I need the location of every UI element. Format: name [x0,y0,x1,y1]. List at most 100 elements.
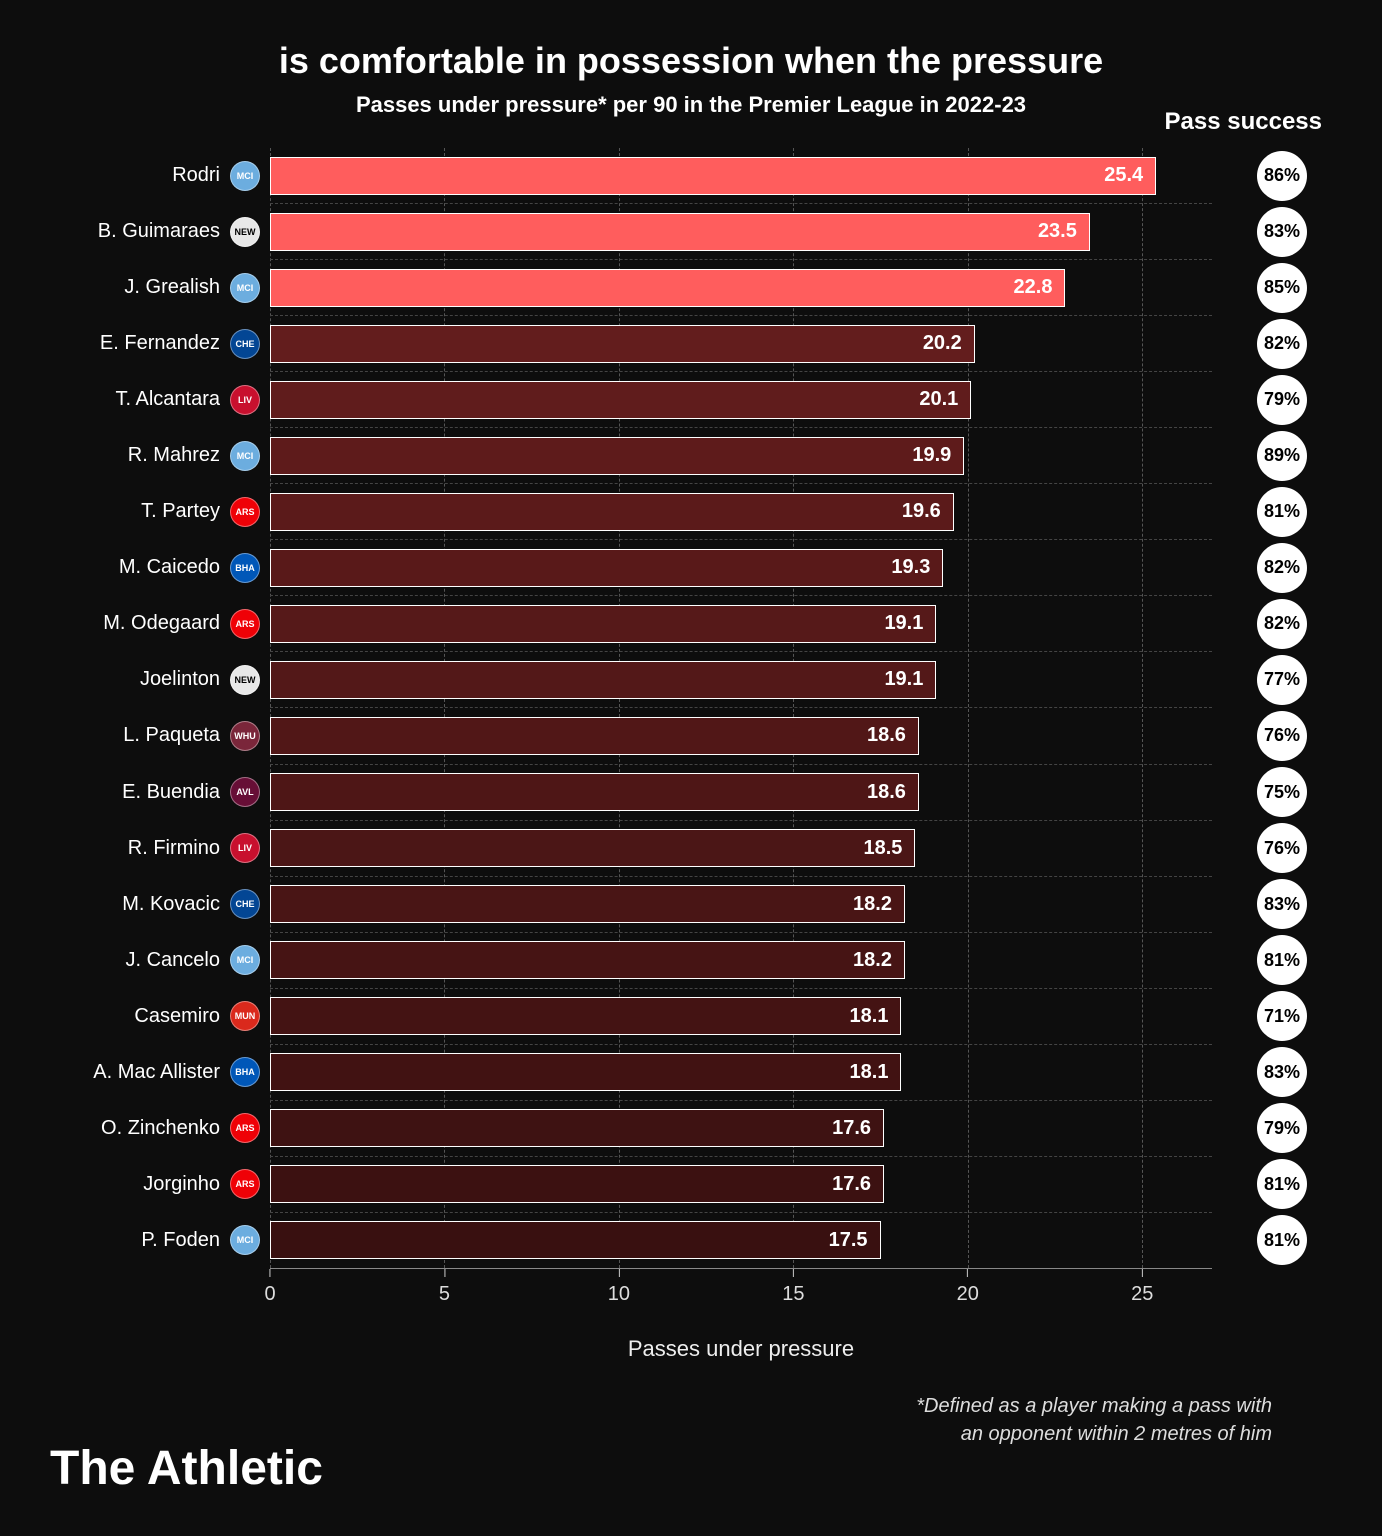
player-row: J. CanceloMCI18.281% [270,933,1212,989]
pass-success-badge: 83% [1257,1047,1307,1097]
player-row: M. KovacicCHE18.283% [270,877,1212,933]
value-bar: 19.1 [270,605,936,643]
pass-success-badge: 82% [1257,319,1307,369]
x-tick: 15 [782,1269,804,1306]
player-row: A. Mac AllisterBHA18.183% [270,1045,1212,1101]
player-name: E. Buendia [50,781,220,804]
x-tick: 5 [439,1269,450,1306]
value-bar: 19.6 [270,493,954,531]
pass-success-badge: 81% [1257,487,1307,537]
value-bar: 20.1 [270,381,971,419]
team-badge-icon: ARS [230,1113,260,1143]
pass-success-badge: 81% [1257,1159,1307,1209]
player-name: J. Cancelo [50,949,220,972]
pass-success-badge: 82% [1257,599,1307,649]
chart-subtitle: Passes under pressure* per 90 in the Pre… [50,92,1332,118]
x-tick-label: 20 [957,1283,979,1306]
brand-logo: The Athletic [50,1441,323,1496]
value-bar: 18.1 [270,1053,901,1091]
pass-success-badge: 77% [1257,655,1307,705]
x-tick-label: 10 [608,1283,630,1306]
player-row: CasemiroMUN18.171% [270,989,1212,1045]
player-row: B. GuimaraesNEW23.583% [270,204,1212,260]
team-badge-icon: CHE [230,329,260,359]
x-tick: 0 [264,1269,275,1306]
chart-area: Pass success RodriMCI25.486%B. Guimaraes… [270,148,1212,1268]
value-bar: 18.2 [270,941,905,979]
player-name: M. Odegaard [50,612,220,635]
footnote: *Defined as a player making a pass with … [50,1392,1272,1448]
x-tick-label: 5 [439,1283,450,1306]
player-row: M. OdegaardARS19.182% [270,596,1212,652]
player-name: E. Fernandez [50,332,220,355]
player-name: M. Caicedo [50,556,220,579]
pass-success-badge: 76% [1257,711,1307,761]
player-row: T. ParteyARS19.681% [270,484,1212,540]
player-name: R. Mahrez [50,444,220,467]
player-name: P. Foden [50,1229,220,1252]
player-row: E. FernandezCHE20.282% [270,316,1212,372]
player-name: L. Paqueta [50,724,220,747]
team-badge-icon: MCI [230,945,260,975]
value-bar: 18.6 [270,773,919,811]
pass-success-badge: 79% [1257,1103,1307,1153]
value-bar: 19.1 [270,661,936,699]
team-badge-icon: MCI [230,273,260,303]
team-badge-icon: MUN [230,1001,260,1031]
player-row: RodriMCI25.486% [270,148,1212,204]
value-bar: 25.4 [270,157,1156,195]
pass-success-badge: 89% [1257,431,1307,481]
pass-success-badge: 71% [1257,991,1307,1041]
x-tick: 20 [957,1269,979,1306]
team-badge-icon: BHA [230,1057,260,1087]
team-badge-icon: NEW [230,665,260,695]
team-badge-icon: WHU [230,721,260,751]
player-name: Joelinton [50,668,220,691]
player-row: R. MahrezMCI19.989% [270,428,1212,484]
team-badge-icon: ARS [230,1169,260,1199]
pass-success-badge: 85% [1257,263,1307,313]
player-name: Jorginho [50,1173,220,1196]
player-name: B. Guimaraes [50,220,220,243]
team-badge-icon: NEW [230,217,260,247]
team-badge-icon: LIV [230,833,260,863]
x-axis-label: Passes under pressure [150,1336,1332,1362]
player-name: Casemiro [50,1005,220,1028]
player-name: T. Alcantara [50,388,220,411]
team-badge-icon: BHA [230,553,260,583]
pass-success-badge: 79% [1257,375,1307,425]
value-bar: 19.3 [270,549,943,587]
player-row: M. CaicedoBHA19.382% [270,540,1212,596]
pass-success-badge: 75% [1257,767,1307,817]
pass-success-badge: 82% [1257,543,1307,593]
pass-success-badge: 81% [1257,935,1307,985]
team-badge-icon: ARS [230,609,260,639]
player-row: JorginhoARS17.681% [270,1157,1212,1213]
value-bar: 23.5 [270,213,1090,251]
pass-success-badge: 86% [1257,151,1307,201]
value-bar: 18.1 [270,997,901,1035]
player-row: J. GrealishMCI22.885% [270,260,1212,316]
value-bar: 18.5 [270,829,915,867]
player-name: J. Grealish [50,276,220,299]
team-badge-icon: AVL [230,777,260,807]
player-row: R. FirminoLIV18.576% [270,821,1212,877]
value-bar: 17.6 [270,1109,884,1147]
player-name: T. Partey [50,500,220,523]
x-tick: 25 [1131,1269,1153,1306]
x-tick-label: 25 [1131,1283,1153,1306]
player-row: T. AlcantaraLIV20.179% [270,372,1212,428]
player-name: M. Kovacic [50,893,220,916]
footnote-line2: an opponent within 2 metres of him [961,1423,1272,1445]
player-name: R. Firmino [50,837,220,860]
value-bar: 17.5 [270,1221,881,1259]
player-name: A. Mac Allister [50,1061,220,1084]
team-badge-icon: MCI [230,161,260,191]
pass-success-badge: 83% [1257,879,1307,929]
team-badge-icon: MCI [230,1225,260,1255]
value-bar: 17.6 [270,1165,884,1203]
pass-success-badge: 76% [1257,823,1307,873]
team-badge-icon: MCI [230,441,260,471]
value-bar: 20.2 [270,325,975,363]
value-bar: 19.9 [270,437,964,475]
